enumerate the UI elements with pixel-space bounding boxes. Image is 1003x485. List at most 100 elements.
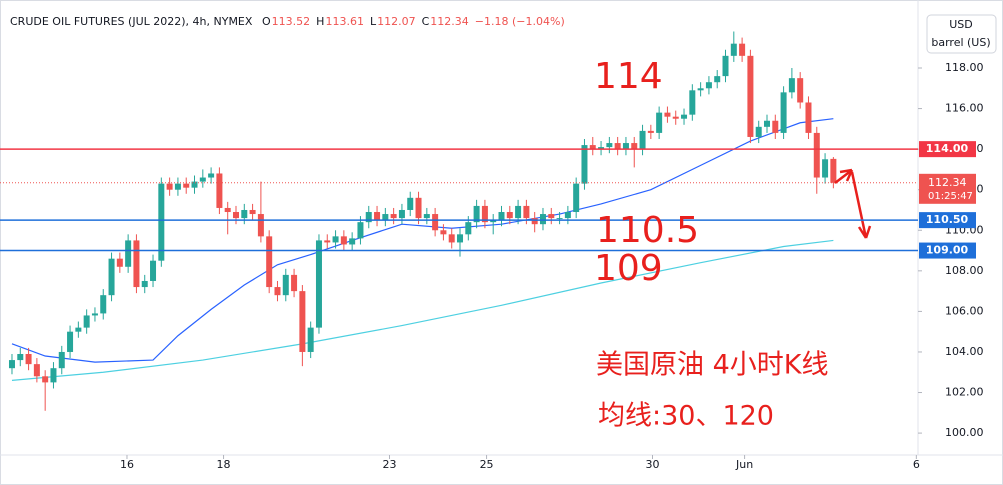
candle-body bbox=[689, 90, 696, 115]
candle-body bbox=[664, 112, 671, 117]
x-tick-label: 18 bbox=[217, 458, 231, 471]
y-tick-label: 102.00 bbox=[945, 386, 984, 399]
candle-body bbox=[614, 143, 621, 150]
candle-body bbox=[208, 173, 215, 178]
candle-body bbox=[349, 238, 356, 245]
candle-body bbox=[415, 197, 422, 219]
candle-body bbox=[797, 78, 804, 103]
y-tick-label: 116.00 bbox=[945, 102, 984, 115]
change: −1.18 (−1.04%) bbox=[475, 15, 565, 28]
candle-body bbox=[805, 102, 812, 133]
candle-body bbox=[166, 183, 173, 190]
candle-body bbox=[589, 145, 596, 150]
x-tick-label: 30 bbox=[646, 458, 660, 471]
candle-body bbox=[697, 88, 704, 91]
candle-body bbox=[822, 159, 829, 178]
candle-body bbox=[606, 143, 613, 148]
candle-body bbox=[324, 240, 331, 243]
candle-body bbox=[755, 126, 762, 137]
candle-body bbox=[33, 364, 40, 377]
level-label: 114.00 bbox=[926, 142, 969, 155]
candle-body bbox=[216, 173, 223, 208]
candle-body bbox=[573, 183, 580, 213]
candle-body bbox=[481, 205, 488, 223]
moving-average bbox=[11, 118, 834, 363]
candle-body bbox=[681, 114, 688, 119]
candle-body bbox=[224, 207, 231, 213]
candle-body bbox=[465, 222, 472, 235]
candle-body bbox=[357, 222, 364, 239]
candle-body bbox=[282, 274, 289, 296]
candle-body bbox=[531, 218, 538, 225]
chart-title: CRUDE OIL FUTURES (JUL 2022), 4h, NYMEX bbox=[10, 15, 253, 28]
candle-body bbox=[722, 55, 729, 77]
level-label-bg bbox=[919, 212, 976, 229]
ohlc-value: 112.07 bbox=[377, 15, 416, 28]
candle-body bbox=[133, 240, 140, 288]
candle-body bbox=[598, 147, 605, 150]
y-tick-label: 108.00 bbox=[945, 264, 984, 277]
level-label: 109.00 bbox=[926, 244, 969, 257]
x-tick-label: 25 bbox=[480, 458, 494, 471]
candle-body bbox=[581, 145, 588, 184]
candle-body bbox=[622, 143, 629, 150]
candle-body bbox=[25, 353, 32, 365]
candle-body bbox=[390, 214, 397, 219]
candle-body bbox=[307, 327, 314, 352]
countdown: 01:25:47 bbox=[928, 191, 973, 202]
last-price-label: 112.34 bbox=[928, 176, 967, 189]
candle-body bbox=[17, 353, 24, 361]
candle-body bbox=[75, 327, 82, 332]
candle-body bbox=[274, 287, 281, 296]
candle-body bbox=[340, 236, 347, 245]
candle-body bbox=[432, 214, 439, 231]
y-tick-label: 118.00 bbox=[945, 61, 984, 74]
candle-body bbox=[158, 183, 165, 261]
annotation: 美国原油 4小时K线 bbox=[596, 350, 828, 381]
candle-body bbox=[407, 197, 414, 210]
level-label-bg bbox=[919, 141, 976, 158]
candle-body bbox=[739, 43, 746, 56]
candle-body bbox=[457, 234, 464, 243]
candle-body bbox=[813, 132, 820, 178]
y-tick-label: 106.00 bbox=[945, 304, 984, 317]
x-tick-label: 6 bbox=[913, 458, 920, 471]
annotation: 114 bbox=[594, 56, 663, 97]
candle-body bbox=[705, 82, 712, 89]
candle-body bbox=[747, 55, 754, 137]
currency-box[interactable] bbox=[926, 14, 997, 54]
candle-body bbox=[647, 130, 654, 133]
candle-body bbox=[780, 92, 787, 133]
moving-average bbox=[11, 239, 834, 381]
candle-body bbox=[315, 240, 322, 328]
candle-body bbox=[440, 230, 447, 235]
candle-body bbox=[506, 212, 513, 219]
candle-body bbox=[714, 76, 721, 83]
candle-body bbox=[249, 209, 256, 215]
annotation: 110.5 bbox=[596, 210, 699, 251]
candle-body bbox=[365, 212, 372, 223]
candle-body bbox=[830, 158, 837, 183]
arrow-up bbox=[834, 168, 854, 184]
candle-body bbox=[398, 209, 405, 219]
currency: USD bbox=[949, 18, 973, 31]
candle-body bbox=[50, 368, 57, 383]
candle-body bbox=[382, 214, 389, 221]
candle-body bbox=[672, 116, 679, 119]
candle-body bbox=[656, 112, 663, 133]
ohlc-value: 113.61 bbox=[325, 15, 364, 28]
ohlc-key: H bbox=[316, 15, 324, 28]
candle-body bbox=[498, 212, 505, 221]
last-price-bg bbox=[919, 173, 976, 204]
candle-body bbox=[763, 120, 770, 127]
y-tick-label: 104.00 bbox=[945, 345, 984, 358]
ohlc-key: L bbox=[370, 15, 377, 28]
candle-body bbox=[730, 43, 737, 56]
candle-body bbox=[539, 214, 546, 225]
x-tick-label: 23 bbox=[382, 458, 396, 471]
candle-body bbox=[515, 205, 522, 219]
ohlc-key: O bbox=[262, 15, 271, 28]
candle-body bbox=[423, 214, 430, 219]
